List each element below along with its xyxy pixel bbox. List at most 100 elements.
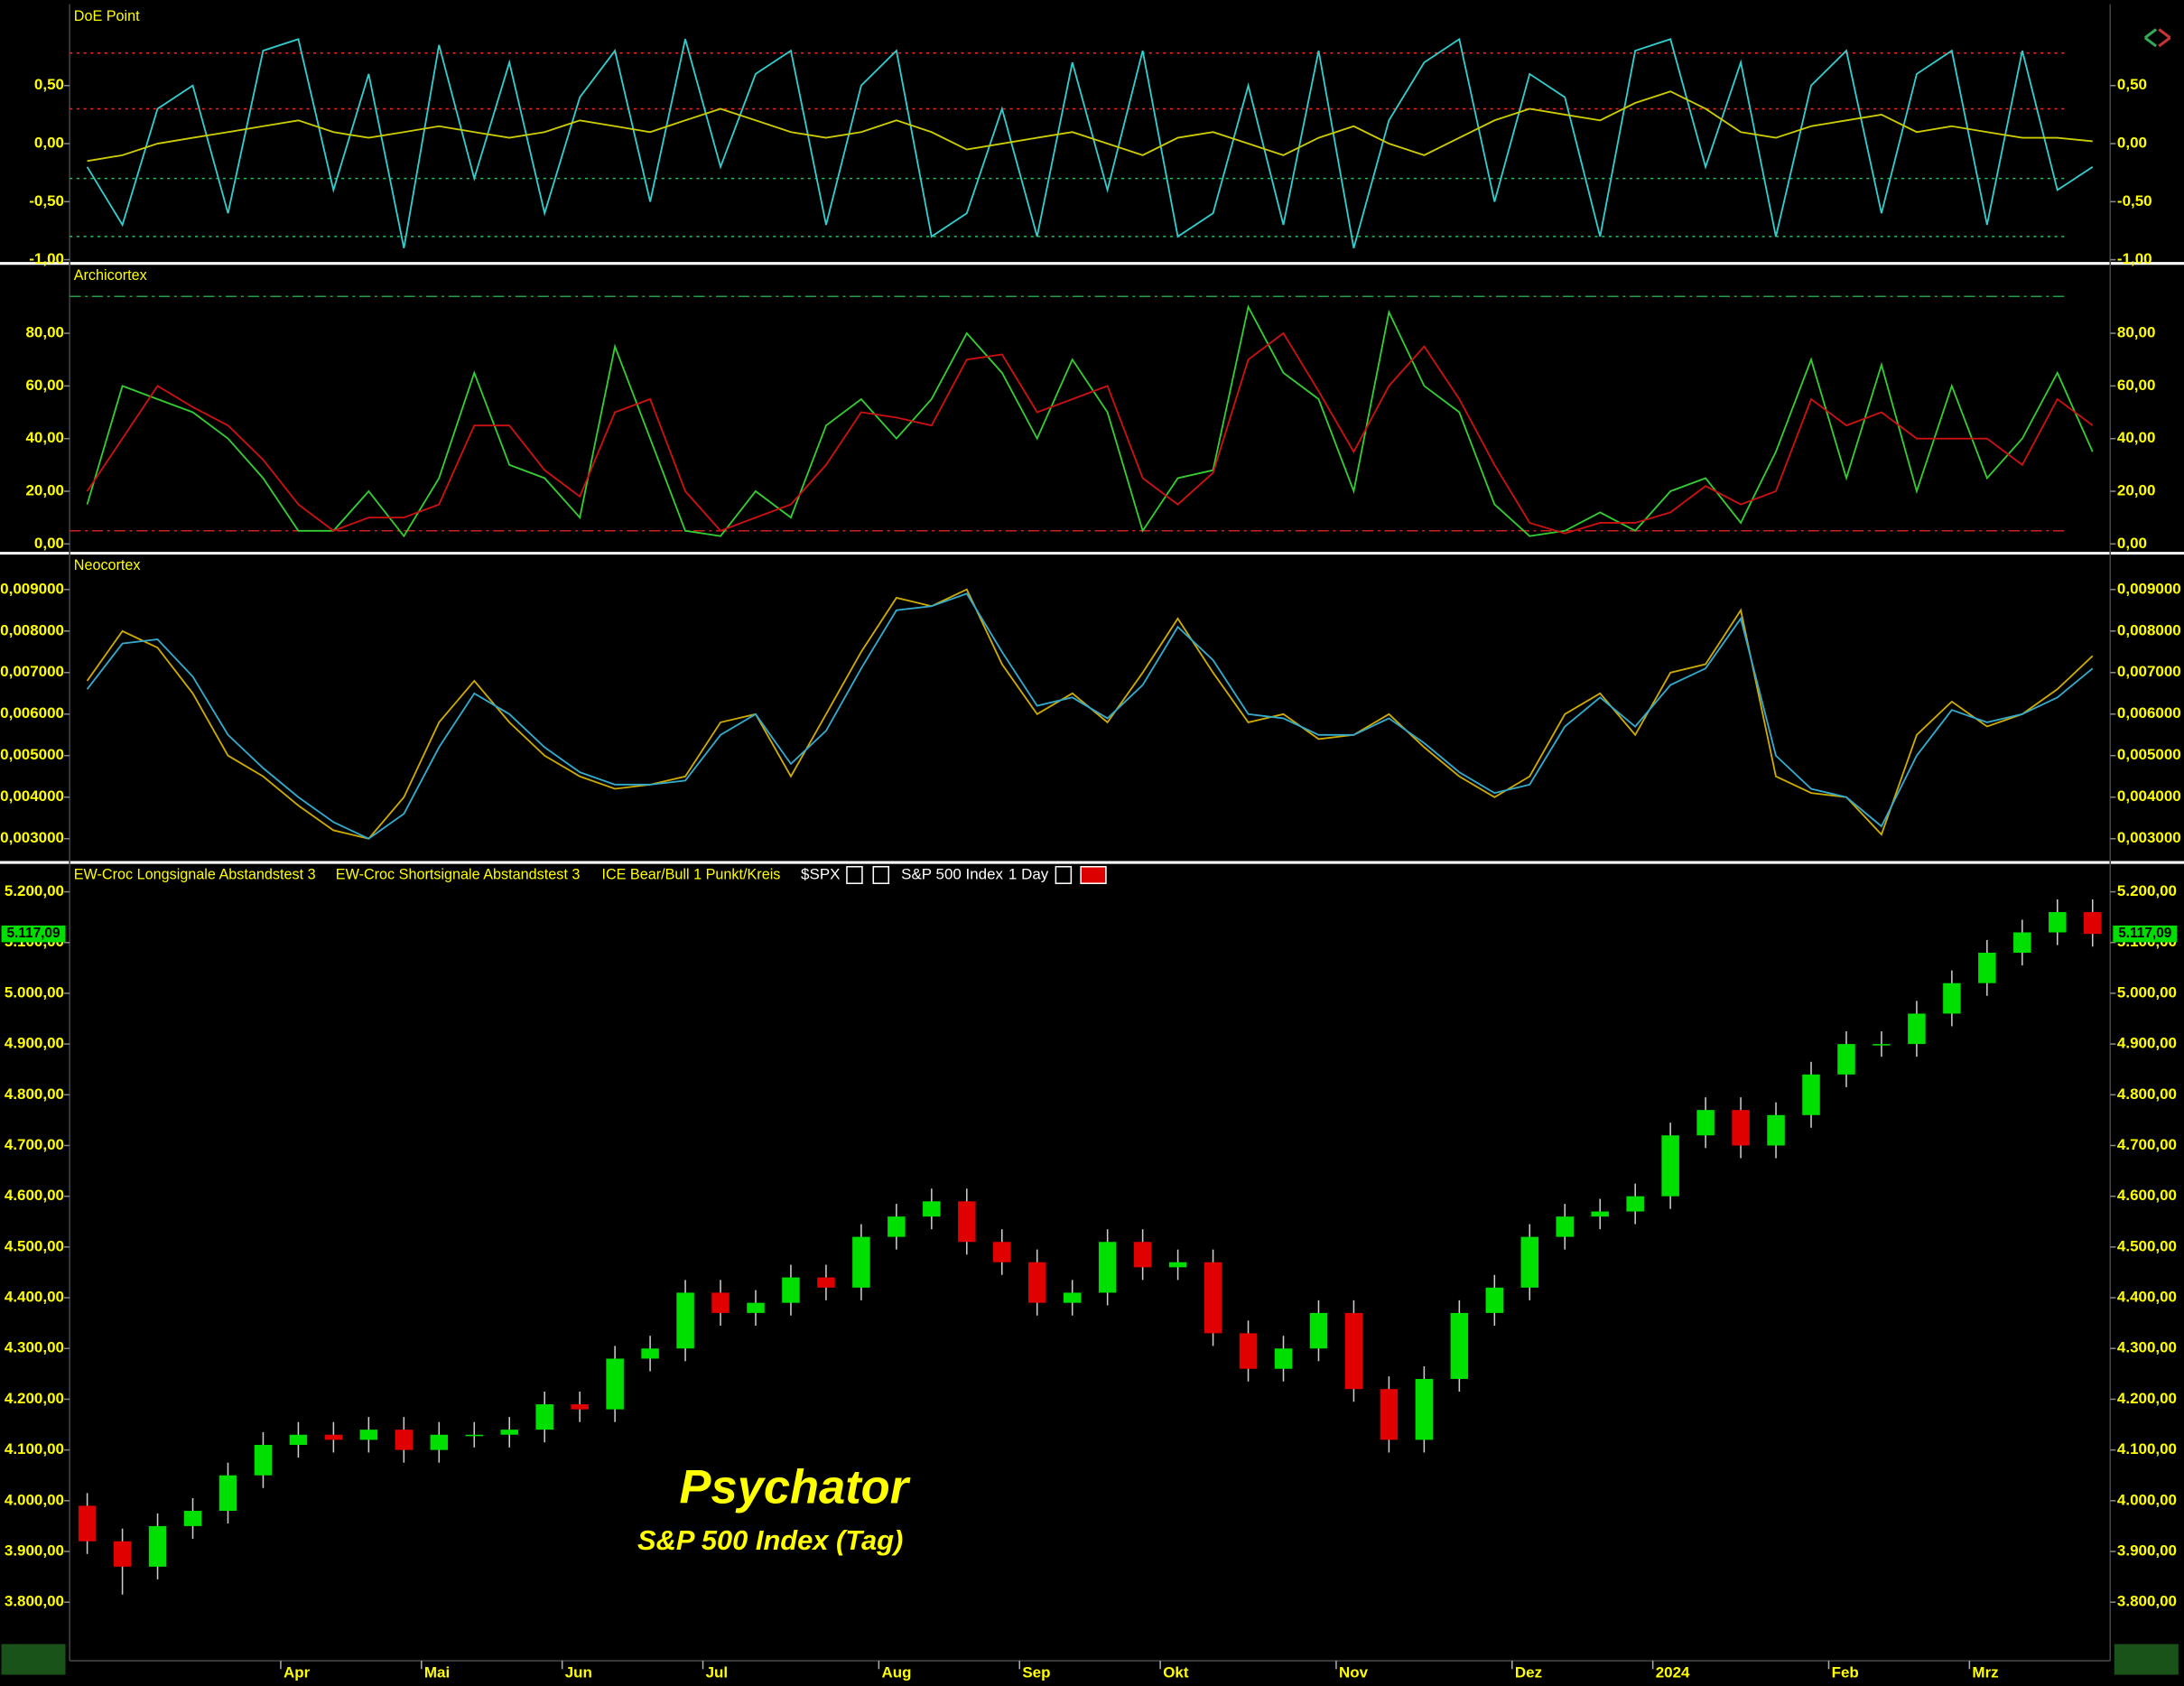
y-tick-label: 20,00 bbox=[25, 481, 63, 498]
y-tick-label: 5.000,00 bbox=[5, 983, 64, 1001]
candle-body bbox=[888, 1216, 906, 1237]
toolbar-icon[interactable] bbox=[2143, 28, 2171, 48]
y-tick-label: 0,007000 bbox=[2117, 663, 2181, 680]
candle-body bbox=[1063, 1292, 1082, 1303]
candle-body bbox=[923, 1201, 941, 1217]
instrument: S&P 500 Index bbox=[901, 865, 1003, 882]
candle-body bbox=[1450, 1312, 1469, 1379]
candle-body bbox=[1767, 1114, 1785, 1146]
candle-body bbox=[1837, 1044, 1855, 1075]
y-tick-label: 0,003000 bbox=[2117, 829, 2181, 846]
y-tick-label: 0,008000 bbox=[0, 621, 64, 638]
series-line bbox=[86, 37, 2094, 249]
candle-body bbox=[1380, 1389, 1399, 1440]
candle-body bbox=[1661, 1135, 1679, 1197]
price-tag bbox=[2113, 925, 2178, 943]
candle-body bbox=[254, 1445, 273, 1476]
y-tick-label: 0,008000 bbox=[2117, 621, 2181, 638]
y-tick-label: 4.300,00 bbox=[2117, 1339, 2177, 1356]
x-tick-label: Jun bbox=[565, 1663, 592, 1681]
candle-body bbox=[1309, 1312, 1328, 1349]
y-tick-label: -0,50 bbox=[2117, 192, 2152, 210]
legend-item: EW-Croc Shortsignale Abstandstest 3 bbox=[336, 866, 581, 882]
candle-body bbox=[113, 1541, 132, 1567]
candle-body bbox=[1696, 1110, 1715, 1136]
y-tick-label: 0,00 bbox=[2117, 135, 2147, 152]
scroll-widget[interactable] bbox=[1, 1644, 66, 1675]
symbol[interactable]: $SPX bbox=[801, 865, 840, 882]
candle-body bbox=[1274, 1348, 1293, 1369]
legend-item: EW-Croc Longsignale Abstandstest 3 bbox=[74, 866, 316, 882]
y-tick-label: 4.400,00 bbox=[5, 1289, 64, 1306]
y-tick-label: 40,00 bbox=[25, 429, 63, 446]
x-tick-label: Mai bbox=[424, 1663, 450, 1681]
candle-body bbox=[1943, 983, 1961, 1014]
y-tick-label: 80,00 bbox=[25, 324, 63, 341]
y-tick-label: 0,009000 bbox=[2117, 580, 2181, 597]
candle-body bbox=[430, 1434, 449, 1450]
price-tag bbox=[1, 925, 66, 943]
x-tick-label: Apr bbox=[283, 1663, 311, 1681]
y-tick-label: 4.500,00 bbox=[2117, 1237, 2177, 1254]
y-tick-label: 0,50 bbox=[2117, 76, 2147, 93]
candle-body bbox=[1873, 1044, 1891, 1046]
icon-arrow bbox=[2143, 28, 2158, 48]
candle-body bbox=[359, 1430, 378, 1440]
candle-body bbox=[78, 1505, 97, 1542]
candle-body bbox=[1239, 1333, 1258, 1369]
panel-title: DoE Point bbox=[74, 8, 140, 24]
candle-body bbox=[1133, 1242, 1152, 1268]
candle-body bbox=[289, 1434, 308, 1446]
y-tick-label: -1,00 bbox=[2117, 250, 2152, 267]
y-tick-label: 0,004000 bbox=[0, 787, 64, 805]
y-tick-label: 4.300,00 bbox=[5, 1339, 64, 1356]
candle-body bbox=[747, 1302, 765, 1313]
y-tick-label: 4.100,00 bbox=[2117, 1440, 2177, 1458]
x-tick-label: Sep bbox=[1022, 1663, 1050, 1681]
x-tick-label: Okt bbox=[1163, 1663, 1189, 1681]
x-tick-label: Jul bbox=[706, 1663, 729, 1681]
dropdown[interactable] bbox=[846, 865, 863, 885]
candle-body bbox=[571, 1404, 589, 1410]
candle-body bbox=[1732, 1110, 1750, 1146]
candle-body bbox=[641, 1348, 659, 1359]
candle-body bbox=[1415, 1378, 1434, 1440]
y-tick-label: 4.900,00 bbox=[5, 1035, 64, 1052]
candle-body bbox=[1027, 1262, 1046, 1303]
y-tick-label: 4.700,00 bbox=[5, 1136, 64, 1153]
legend-row: EW-Croc Longsignale Abstandstest 3 EW-Cr… bbox=[74, 865, 1107, 885]
y-tick-label: 40,00 bbox=[2117, 429, 2155, 446]
candle-body bbox=[148, 1525, 167, 1567]
icon-arrow bbox=[2158, 28, 2171, 48]
y-tick-label: 0,006000 bbox=[0, 704, 64, 722]
dropdown[interactable] bbox=[1055, 865, 1073, 885]
candle-body bbox=[1591, 1211, 1609, 1217]
candle-body bbox=[395, 1430, 414, 1450]
close-button[interactable] bbox=[1080, 865, 1107, 885]
y-tick-label: 5.000,00 bbox=[2117, 983, 2177, 1001]
y-tick-label: 0,00 bbox=[2117, 535, 2147, 552]
candle-body bbox=[852, 1236, 870, 1288]
candle-body bbox=[1802, 1074, 1820, 1115]
y-tick-label: 0,005000 bbox=[2117, 746, 2181, 763]
y-tick-label: 4.200,00 bbox=[2117, 1390, 2177, 1407]
y-tick-label: 0,50 bbox=[34, 76, 64, 93]
y-tick-label: 0,005000 bbox=[0, 746, 64, 763]
candle-body bbox=[465, 1434, 484, 1437]
y-tick-label: 20,00 bbox=[2117, 481, 2155, 498]
candle-body bbox=[782, 1277, 800, 1303]
dropdown[interactable] bbox=[872, 865, 890, 885]
scroll-widget[interactable] bbox=[2114, 1644, 2179, 1675]
y-tick-label: 4.000,00 bbox=[2117, 1491, 2177, 1508]
candle-body bbox=[817, 1277, 835, 1288]
y-tick-label: 4.800,00 bbox=[2117, 1085, 2177, 1103]
candle-body bbox=[1098, 1242, 1117, 1293]
y-tick-label: 4.600,00 bbox=[5, 1187, 64, 1204]
y-tick-label: 4.100,00 bbox=[5, 1440, 64, 1458]
x-tick-label: Feb bbox=[1832, 1663, 1859, 1681]
interval[interactable]: 1 Day bbox=[1008, 865, 1049, 882]
candle-body bbox=[324, 1434, 343, 1440]
y-tick-label: 4.200,00 bbox=[5, 1390, 64, 1407]
axis-borders bbox=[69, 4, 2112, 1662]
